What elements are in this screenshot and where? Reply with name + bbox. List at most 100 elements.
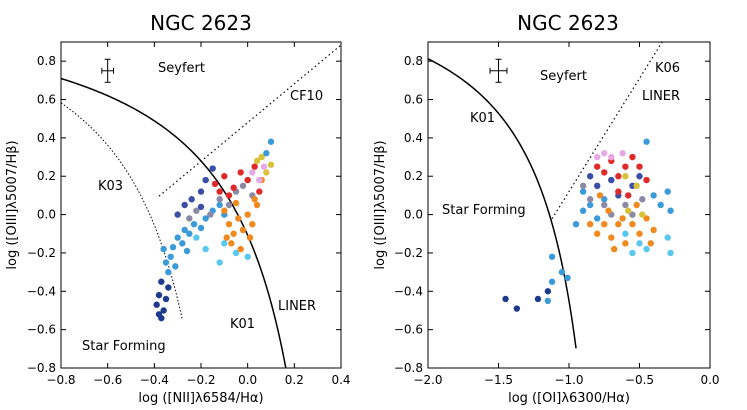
y-tick-label: 0.6 [404,93,423,107]
data-point [172,263,179,270]
data-point [564,274,571,282]
data-point [615,220,622,228]
data-point [605,207,612,214]
data-point [258,153,265,161]
data-point [643,245,650,253]
data-point [267,138,275,145]
data-point [586,196,594,203]
data-point [643,138,650,145]
data-point [186,215,193,222]
data-point [594,182,601,190]
y-tick-label: −0.4 [27,284,56,298]
data-point [664,188,671,195]
data-point [558,268,566,276]
data-point [650,226,657,234]
data-point [225,192,233,199]
y-tick-label: 0.2 [37,169,56,183]
y-tick-label: −0.4 [394,284,423,298]
data-point [667,249,674,257]
data-point [650,192,657,199]
data-point [636,173,643,180]
data-point [181,226,188,234]
data-point [579,188,587,195]
data-point [202,215,209,222]
data-point [643,176,650,184]
data-point [629,153,636,161]
data-point [625,192,632,199]
data-point [534,295,542,303]
data-point [235,215,242,222]
data-point [246,234,254,241]
data-point [158,314,165,322]
data-point [244,176,251,184]
data-point [216,196,223,203]
data-point [548,278,556,285]
data-point [232,199,240,207]
data-point [622,163,629,170]
data-point [174,211,181,218]
data-point [202,245,209,253]
data-point [633,182,640,190]
y-tick-label: −0.6 [27,323,56,337]
data-point [160,307,167,314]
data-point [230,230,237,237]
data-point [639,211,646,218]
annotation-star-forming: Star Forming [82,339,166,354]
data-point [615,173,622,180]
data-point [601,196,608,203]
x-tick-label: 0.0 [700,373,719,387]
error-bar [489,58,508,83]
x-tick-label: −1.0 [554,373,583,387]
annotation-k01: K01 [230,317,255,332]
data-point [502,295,509,303]
data-point [586,220,594,228]
data-point [162,295,170,303]
data-point [237,169,244,176]
curve-group [428,42,663,349]
data-point [251,163,258,170]
data-point [622,201,629,209]
data-point [193,207,200,214]
data-point [601,220,608,228]
data-points [502,138,674,312]
y-tick-label: −0.2 [394,246,423,260]
error-bar [101,58,114,83]
chart-title: NGC 2623 [517,11,619,35]
data-point [594,163,601,170]
data-point [239,226,247,234]
annotation-k01: K01 [470,111,495,126]
data-point [586,173,594,180]
y-tick-label: 0.0 [37,208,56,222]
data-point [225,220,233,228]
x-tick-label: −0.6 [93,373,122,387]
y-tick-label: 0.8 [404,54,423,68]
y-tick-label: 0.4 [37,131,56,145]
x-axis-ticks: −2.0 −1.5 −1.0 −0.5 0.0 [413,42,720,387]
curve-group [61,44,341,368]
data-point [228,240,235,247]
data-point [209,165,216,172]
data-point [260,163,268,170]
data-point [221,240,228,247]
annotation-k03: K03 [98,179,123,194]
data-point [596,192,604,199]
data-point [586,201,594,209]
data-point [608,234,615,241]
demarcation-curves [428,42,663,349]
annotation-seyfert: Seyfert [158,61,205,76]
data-point [579,182,587,190]
data-point [223,234,230,241]
data-point [594,215,601,222]
k01-curve [428,58,577,349]
data-point [179,240,186,247]
data-point [239,182,247,190]
annotation-seyfert: Seyfert [540,69,587,84]
y-tick-label: −0.8 [394,361,423,375]
data-point [244,253,251,260]
data-point [636,240,643,247]
data-point [643,215,650,222]
bpt-nii-panel: NGC 2623 −0.8 −0.6 −0.4 −0.2 0.0 0.2 0.4 −0.8−… [5,11,351,406]
data-point [601,201,608,209]
x-axis-label: log ([NII]λ6584/Hα) [138,391,263,406]
data-point [165,284,172,291]
